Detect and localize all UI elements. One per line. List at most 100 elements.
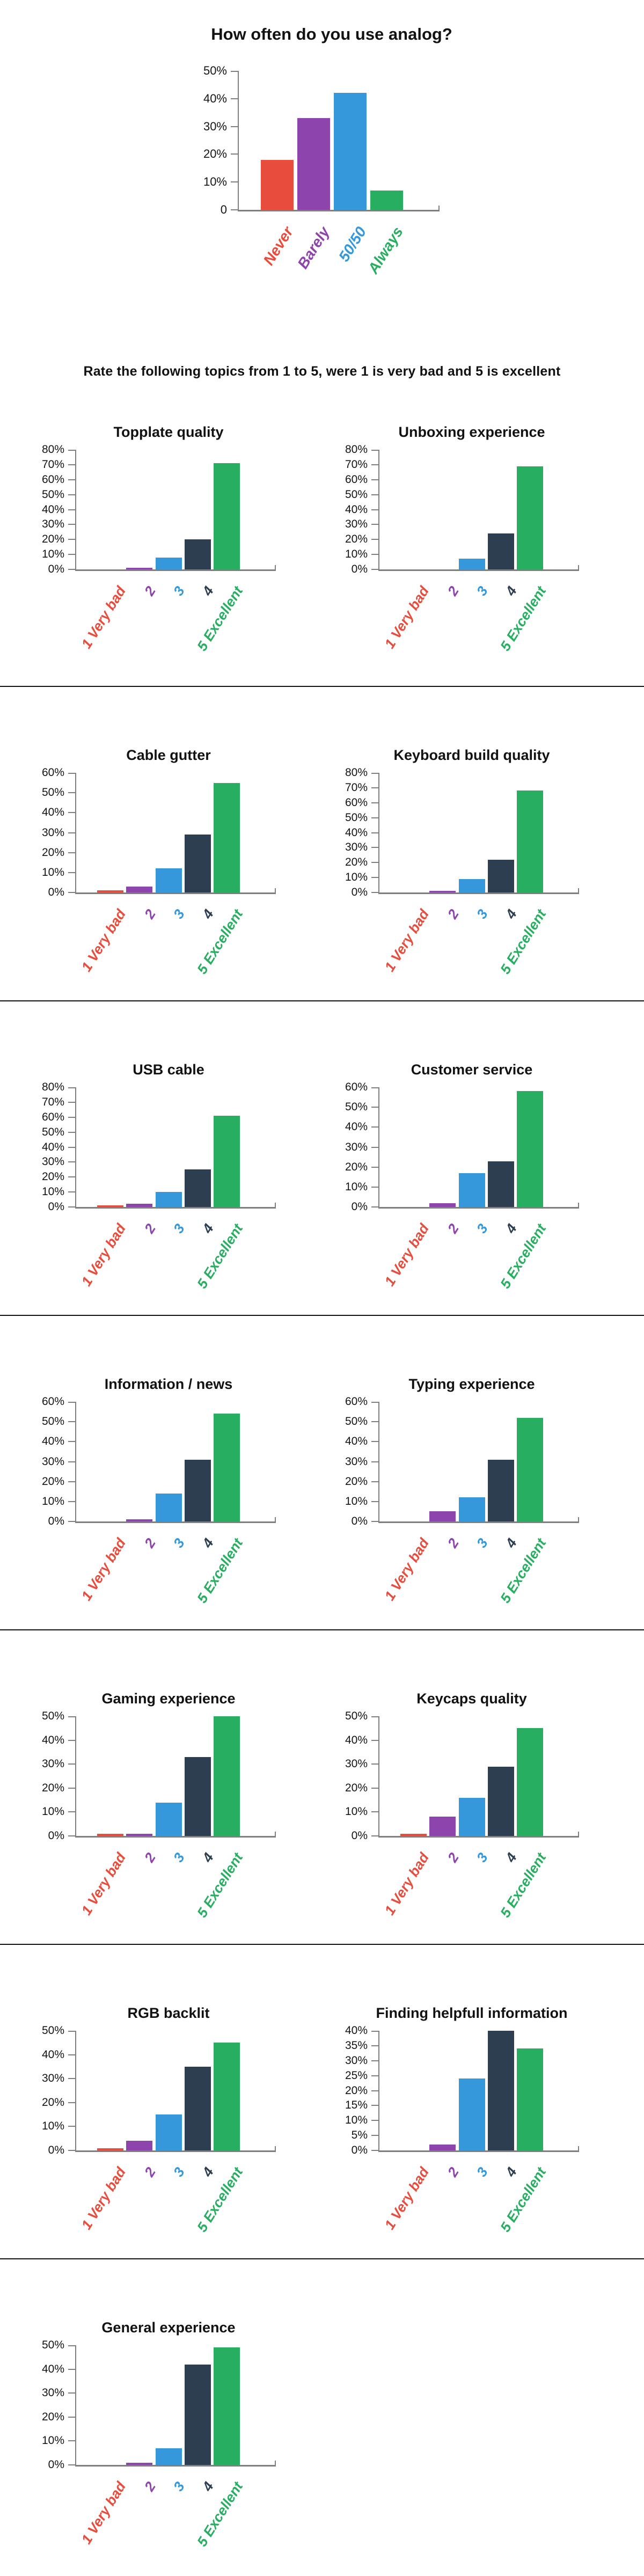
y-tick — [371, 450, 378, 451]
y-tick-label: 30% — [41, 1155, 64, 1168]
x-label-5-excellent-topplate-quality: 5 Excellent — [194, 583, 246, 654]
x-label-2-usb-cable: 2 — [141, 1221, 159, 1236]
y-tick — [371, 2120, 378, 2121]
x-label-3-usb-cable: 3 — [170, 1221, 188, 1236]
bar-5-excellent-information-news — [214, 1414, 240, 1521]
y-tick — [68, 1402, 75, 1403]
x-label-3-topplate-quality: 3 — [170, 583, 188, 599]
x-label-4-customer-service: 4 — [502, 1221, 520, 1236]
x-label-1-very-bad-keyboard-build-quality: 1 Very bad — [381, 906, 433, 975]
y-tick-label: 50% — [41, 2339, 64, 2351]
y-tick — [68, 1501, 75, 1502]
y-tick-label: 60% — [41, 766, 64, 779]
y-tick-label: 30% — [345, 1758, 368, 1770]
y-tick — [371, 2031, 378, 2032]
x-label-3-gaming-experience: 3 — [170, 1850, 188, 1865]
x-axis-line — [238, 210, 440, 211]
y-tick-label: 40% — [41, 806, 64, 818]
bar-5-excellent-topplate-quality — [214, 463, 240, 569]
y-tick-label: 30% — [41, 826, 64, 839]
y-tick-label: 0% — [351, 886, 368, 898]
chart-row-6: RGB backlit 0% 10% 20% 30% 40% 50% 1 Very bad 2 3… — [0, 1945, 644, 2259]
chart-usb-cable: USB cable 0% 10% 20% 30% 40% 50% 60% 70% 80% 1 Ver… — [0, 1062, 322, 1315]
bar-3-rgb-backlit — [156, 2114, 182, 2150]
y-tick — [68, 1421, 75, 1422]
y-tick — [68, 2031, 75, 2032]
chart-title-finding-helpfull-information: Finding helpfull information — [376, 2005, 568, 2021]
y-tick-label: 20% — [41, 1170, 64, 1183]
y-tick — [371, 1107, 378, 1108]
y-tick-label: 30% — [41, 1455, 64, 1468]
x-axis-labels-rgb-backlit: 1 Very bad 2 3 4 5 Excellent — [75, 2157, 262, 2259]
y-axis-line — [238, 71, 239, 210]
x-axis-line — [378, 569, 579, 571]
y-tick-label: 40% — [345, 1734, 368, 1746]
chart-plot-cable-gutter: 0% 10% 20% 30% 40% 50% 60% — [42, 766, 276, 898]
y-tick-label: 0% — [48, 2458, 64, 2471]
bar-5-excellent-general-experience — [214, 2347, 240, 2465]
chart-row-7: General experience 0% 10% 20% 30% 40% 50% 1 Ver… — [0, 2259, 644, 2576]
x-label-5-excellent-general-experience: 5 Excellent — [194, 2479, 246, 2550]
y-axis-line — [75, 450, 76, 569]
x-axis-end-tick — [578, 1517, 579, 1523]
x-label-5-excellent-usb-cable: 5 Excellent — [194, 1221, 246, 1292]
x-label-1-very-bad-usb-cable: 1 Very bad — [78, 1221, 129, 1289]
y-tick-label: 50% — [41, 488, 64, 501]
bar-3-customer-service — [459, 1173, 485, 1207]
x-axis-end-tick — [275, 1832, 276, 1838]
y-tick-label: 20% — [345, 533, 368, 545]
chart-title-analog-usage: How often do you use analog? — [211, 25, 452, 43]
chart-row-1: Topplate quality 0% 10% 20% 30% 40% 50% 60% 70% 8… — [0, 408, 644, 687]
chart-finding-helpfull-information: Finding helpfull information 0% 5% 10% 15% 20… — [322, 2005, 644, 2258]
bar-4-usb-cable — [185, 1169, 211, 1207]
bar-3-general-experience — [156, 2448, 182, 2465]
y-tick-label: 10% — [41, 2120, 64, 2132]
x-label-3-typing-experience: 3 — [473, 1535, 491, 1551]
x-label-4-usb-cable: 4 — [199, 1221, 217, 1236]
y-tick-label: 50% — [345, 1101, 368, 1113]
y-tick-label: 30% — [345, 2054, 368, 2067]
x-axis-line — [75, 1836, 276, 1838]
bar-3-information-news — [156, 1494, 182, 1521]
y-tick-label: 70% — [41, 1096, 64, 1108]
chart-title-keycaps-quality: Keycaps quality — [416, 1690, 527, 1707]
x-axis-line — [75, 1207, 276, 1209]
y-tick — [371, 1167, 378, 1168]
bar-3-unboxing-experience — [459, 559, 485, 569]
y-tick-label: 50% — [41, 1126, 64, 1138]
y-tick — [68, 1161, 75, 1162]
y-axis-line — [378, 1087, 379, 1207]
chart-title-cable-gutter: Cable gutter — [126, 747, 211, 763]
x-label-4-finding-helpfull-information: 4 — [502, 2164, 520, 2180]
bar-3-keycaps-quality — [459, 1798, 485, 1836]
x-label-5-excellent-keyboard-build-quality: 5 Excellent — [497, 906, 550, 977]
y-tick-label: 0% — [351, 1201, 368, 1213]
y-tick-label: 30% — [41, 2387, 64, 2399]
bar-4-customer-service — [488, 1161, 514, 1207]
y-tick — [371, 2090, 378, 2091]
bar-2-information-news — [126, 1519, 152, 1521]
y-tick-label: 20% — [41, 533, 64, 545]
y-tick-label: 30% — [345, 518, 368, 530]
y-tick-label: 20% — [345, 2084, 368, 2097]
chart-title-information-news: Information / news — [104, 1376, 233, 1392]
x-axis-labels-topplate-quality: 1 Very bad 2 3 4 5 Excellent — [75, 576, 262, 678]
y-tick-label: 15% — [345, 2099, 368, 2111]
y-tick-label: 40% — [41, 2363, 64, 2375]
y-tick — [68, 872, 75, 873]
x-axis-labels-typing-experience: 1 Very bad 2 3 4 5 Excellent — [378, 1528, 565, 1630]
y-tick — [68, 1740, 75, 1741]
y-tick — [371, 1126, 378, 1128]
bar-4-unboxing-experience — [488, 533, 514, 569]
y-tick-label: 60% — [41, 1111, 64, 1123]
y-tick — [68, 1102, 75, 1103]
chart-plot-keycaps-quality: 0% 10% 20% 30% 40% 50% — [345, 1710, 579, 1842]
y-tick-label: 50% — [41, 1710, 64, 1722]
bar-never-analog-usage — [261, 160, 294, 210]
x-label-2-keyboard-build-quality: 2 — [444, 906, 462, 922]
bar-3-gaming-experience — [156, 1803, 182, 1836]
y-tick — [371, 1206, 378, 1208]
y-tick-label: 40% — [345, 1435, 368, 1447]
bar-2-typing-experience — [429, 1511, 456, 1521]
y-tick — [68, 2054, 75, 2055]
